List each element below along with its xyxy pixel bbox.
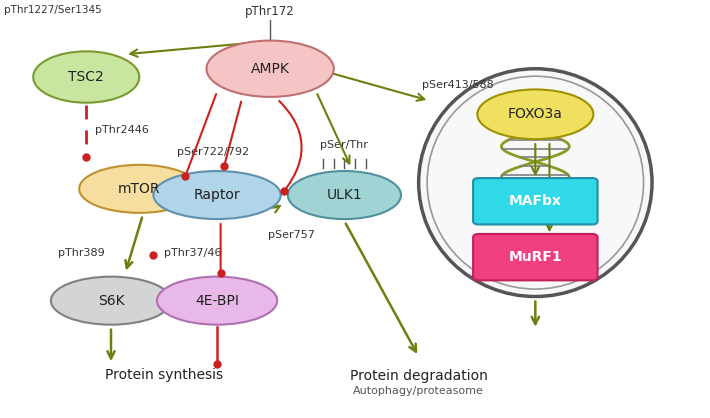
Text: FOXO3a: FOXO3a [508,107,563,121]
Text: pSer/Thr: pSer/Thr [320,140,368,150]
Ellipse shape [207,41,334,97]
Ellipse shape [33,51,139,103]
Text: MuRF1: MuRF1 [508,250,562,264]
Text: Raptor: Raptor [194,188,241,202]
Text: Autophagy/proteasome: Autophagy/proteasome [353,385,484,395]
Text: pThr2446: pThr2446 [94,125,148,135]
Text: 4E-BPI: 4E-BPI [195,294,239,308]
FancyBboxPatch shape [473,234,598,280]
Text: ULK1: ULK1 [327,188,362,202]
Text: S6K: S6K [98,294,124,308]
Text: MAFbx: MAFbx [509,194,562,208]
Text: pThr1227/Ser1345: pThr1227/Ser1345 [4,5,102,15]
Ellipse shape [80,165,200,213]
Ellipse shape [419,69,652,296]
Text: TSC2: TSC2 [68,70,104,84]
Ellipse shape [288,171,401,219]
Text: pThr37/46: pThr37/46 [164,248,222,258]
Text: pSer757: pSer757 [268,230,315,240]
Text: Protein synthesis: Protein synthesis [105,368,223,382]
Text: pThr389: pThr389 [58,248,104,258]
Text: AMPK: AMPK [251,62,290,76]
Text: Protein degradation: Protein degradation [350,369,488,383]
Ellipse shape [51,277,171,325]
Text: mTOR: mTOR [118,182,160,196]
Text: pSer413/588: pSer413/588 [422,80,494,90]
Text: pSer722/792: pSer722/792 [178,147,250,157]
FancyBboxPatch shape [473,178,598,224]
Ellipse shape [157,277,277,325]
Text: pThr172: pThr172 [245,5,295,18]
Ellipse shape [477,89,594,139]
Ellipse shape [153,171,280,219]
